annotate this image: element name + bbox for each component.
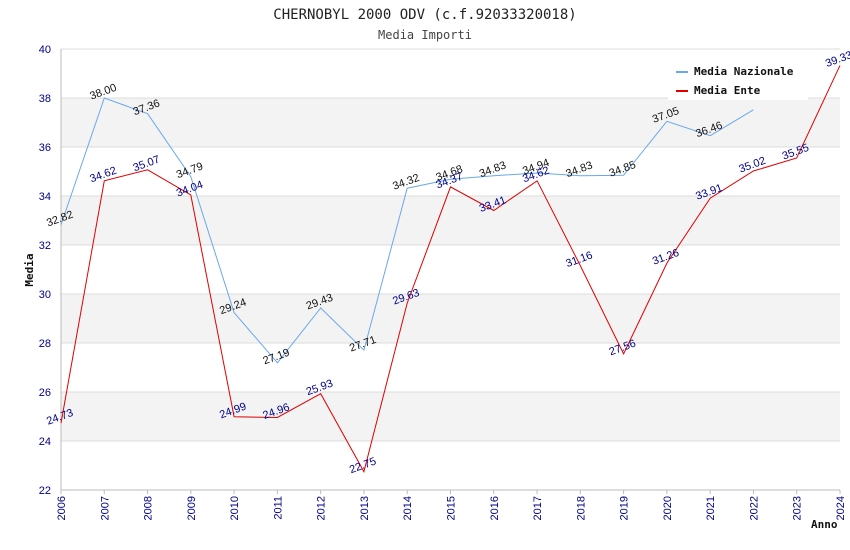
plot-band	[61, 343, 840, 392]
y-tick-label: 32	[39, 240, 51, 252]
x-tick-label: 2019	[619, 496, 631, 520]
x-tick-label: 2011	[272, 496, 284, 520]
plot-bands	[61, 49, 840, 490]
plot-band	[61, 392, 840, 441]
x-tick-label: 2008	[143, 496, 155, 520]
series-line-media-nazionale	[60, 97, 754, 364]
x-tick-label: 2024	[835, 496, 847, 520]
plot-band	[61, 294, 840, 343]
x-tick-labels: 2006 2007 2008 2009 2010 2011 2012 2013 2014 2015…	[56, 490, 847, 520]
x-tick-label: 2012	[316, 496, 328, 520]
x-tick-label: 2009	[186, 496, 198, 520]
series-line-media-ente	[60, 65, 841, 473]
x-tick-label: 2016	[489, 496, 501, 520]
plot-band	[61, 196, 840, 245]
chart-subtitle: Media Importi	[378, 28, 472, 42]
plot-band	[61, 441, 840, 490]
y-tick-label: 30	[39, 289, 51, 301]
x-tick-label: 2006	[56, 496, 68, 520]
y-tick-label: 26	[39, 387, 51, 399]
plot-band	[61, 245, 840, 294]
chart-title: CHERNOBYL 2000 ODV (c.f.92033320018)	[273, 7, 576, 23]
y-tick-label: 40	[39, 44, 51, 56]
x-tick-label: 2007	[99, 496, 111, 520]
x-axis-label: Anno	[811, 518, 838, 531]
x-tick-label: 2022	[748, 496, 760, 520]
y-tick-labels: 22 24 26 28 30 32 34 36 38 40	[39, 44, 51, 497]
x-tick-label: 2018	[575, 496, 587, 520]
x-tick-label: 2010	[229, 496, 241, 520]
y-tick-label: 36	[39, 142, 51, 154]
y-tick-label: 24	[39, 436, 51, 448]
y-tick-label: 22	[39, 485, 51, 497]
x-tick-label: 2014	[402, 496, 414, 520]
legend-box	[668, 60, 808, 100]
x-tick-label: 2023	[792, 496, 804, 520]
y-tick-label: 38	[39, 93, 51, 105]
x-tick-label: 2017	[532, 496, 544, 520]
x-tick-label: 2013	[359, 496, 371, 520]
y-tick-label: 34	[39, 191, 51, 203]
grid-lines	[61, 48, 840, 491]
y-tick-label: 28	[39, 338, 51, 350]
y-axis-label: Media	[23, 253, 36, 286]
series-lines	[60, 65, 841, 473]
legend-entry: Media Ente	[694, 84, 761, 97]
x-tick-label: 2020	[662, 496, 674, 520]
legend-entry: Media Nazionale	[694, 65, 794, 78]
legend: Media Nazionale Media Ente	[668, 60, 808, 100]
x-tick-label: 2015	[446, 496, 458, 520]
plot-band	[61, 98, 840, 147]
x-tick-label: 2021	[705, 496, 717, 520]
